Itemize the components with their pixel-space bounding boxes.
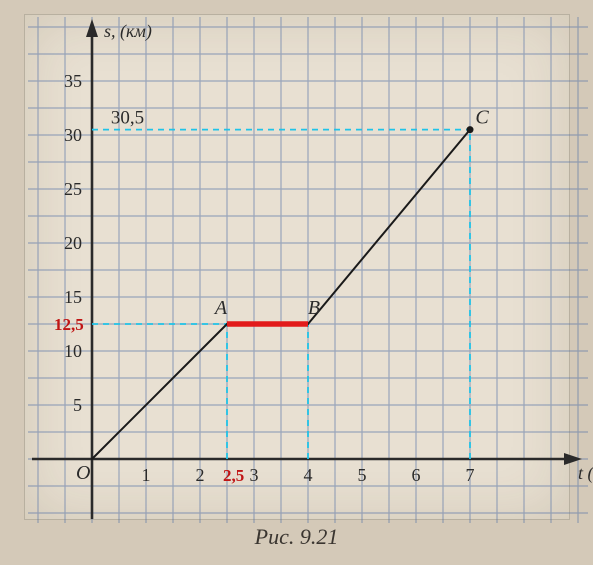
svg-text:12,5: 12,5 <box>54 315 84 334</box>
svg-text:t (ч): t (ч) <box>578 463 593 484</box>
svg-text:1: 1 <box>142 465 151 485</box>
svg-text:15: 15 <box>64 287 82 307</box>
svg-text:20: 20 <box>64 233 82 253</box>
svg-text:O: O <box>76 462 90 484</box>
chart-svg: s, (км)t (ч)O12345675101520253035ABC30,5… <box>25 15 569 519</box>
svg-text:7: 7 <box>466 465 475 485</box>
svg-text:35: 35 <box>64 71 82 91</box>
svg-text:s, (км): s, (км) <box>104 21 152 42</box>
svg-text:A: A <box>213 297 228 319</box>
svg-text:5: 5 <box>73 395 82 415</box>
svg-text:10: 10 <box>64 341 82 361</box>
svg-text:4: 4 <box>304 465 313 485</box>
svg-text:C: C <box>475 107 489 129</box>
chart-plot-area: s, (км)t (ч)O12345675101520253035ABC30,5… <box>24 14 570 520</box>
svg-text:3: 3 <box>250 465 259 485</box>
svg-text:25: 25 <box>64 179 82 199</box>
svg-text:2: 2 <box>196 465 205 485</box>
svg-text:30: 30 <box>64 125 82 145</box>
svg-text:5: 5 <box>358 465 367 485</box>
svg-text:30,5: 30,5 <box>111 108 144 129</box>
svg-text:B: B <box>308 297 320 319</box>
figure-caption: Рис. 9.21 <box>0 524 593 550</box>
svg-text:2,5: 2,5 <box>223 466 244 485</box>
svg-text:6: 6 <box>412 465 421 485</box>
